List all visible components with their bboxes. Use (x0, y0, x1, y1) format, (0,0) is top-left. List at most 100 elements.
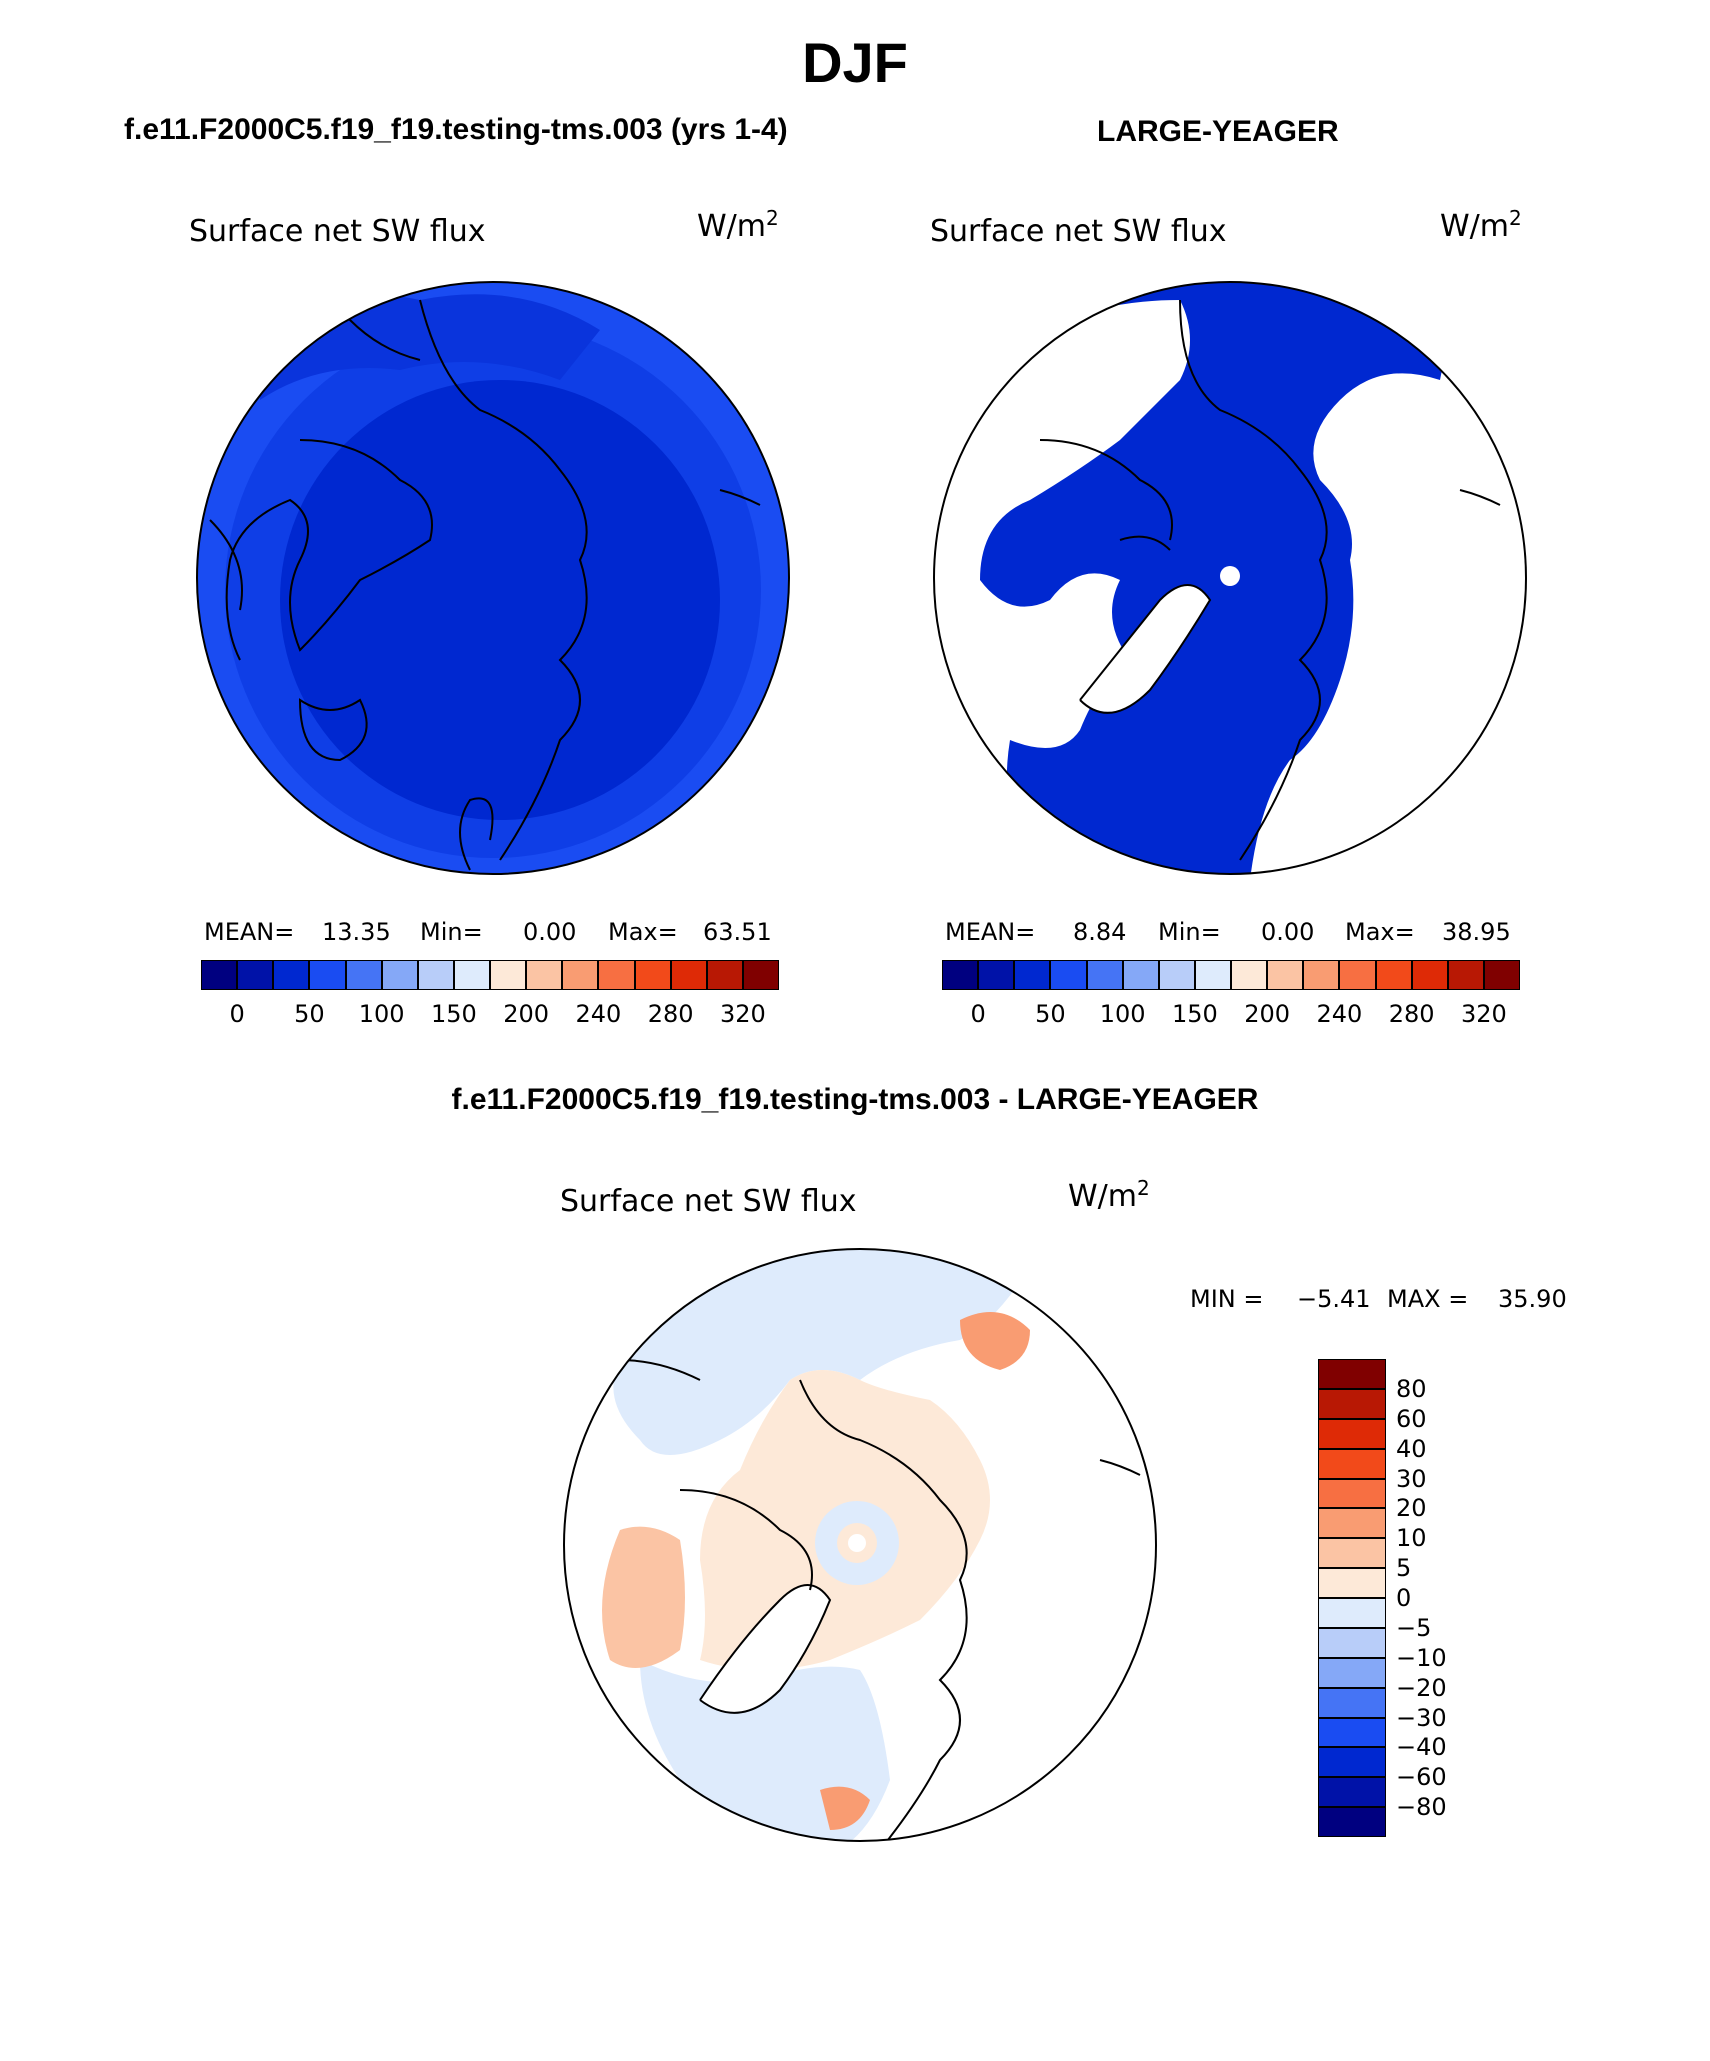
panel-1-variable-label: Surface net SW flux (189, 214, 486, 249)
colorbar-tick-label: 240 (1316, 1000, 1363, 1028)
panel-3-units: W/m2 (1068, 1176, 1150, 1214)
panel-1-min-label: Min= (420, 918, 483, 946)
colorbar-swatch (1267, 960, 1304, 990)
panel-1-units: W/m2 (697, 206, 779, 244)
colorbar-swatch (1231, 960, 1268, 990)
panel-2-colorbar (942, 960, 1520, 990)
colorbar-swatch (1318, 1448, 1386, 1479)
panel-1-mean-label: MEAN= (204, 918, 295, 946)
colorbar-swatch (1318, 1568, 1386, 1598)
colorbar-tick-label: 200 (1244, 1000, 1291, 1028)
colorbar-tick-label: 50 (294, 1000, 325, 1028)
colorbar-swatch (453, 960, 490, 990)
colorbar-swatch (201, 960, 238, 990)
colorbar-tick-label: 280 (1388, 1000, 1435, 1028)
colorbar-tick-label: −80 (1396, 1793, 1447, 1822)
colorbar-tick-label: 40 (1396, 1434, 1427, 1463)
colorbar-tick-label: −20 (1396, 1673, 1447, 1702)
colorbar-swatch (1318, 1657, 1386, 1688)
colorbar-tick-label: 100 (1099, 1000, 1146, 1028)
colorbar-tick-label: 150 (1171, 1000, 1218, 1028)
colorbar-swatch (562, 960, 599, 990)
colorbar-swatch (1318, 1359, 1386, 1389)
panel-2-colorbar-ticks: 0 50 100 150 200 240 280 320 (942, 1000, 1520, 1030)
colorbar-tick-label: 200 (503, 1000, 550, 1028)
colorbar-swatch (1318, 1598, 1386, 1628)
panel-3-max-label: MAX = (1387, 1285, 1469, 1313)
colorbar-swatch (490, 960, 527, 990)
colorbar-swatch (942, 960, 979, 990)
colorbar-tick-label: 280 (647, 1000, 694, 1028)
panel-2-variable-label: Surface net SW flux (930, 214, 1227, 249)
colorbar-swatch (1194, 960, 1231, 990)
colorbar-swatch (1318, 1627, 1386, 1658)
colorbar-swatch (1050, 960, 1087, 990)
colorbar-swatch (670, 960, 707, 990)
colorbar-swatch (598, 960, 635, 990)
panel-1-max-value: 63.51 (703, 918, 772, 946)
colorbar-swatch (1158, 960, 1195, 990)
colorbar-tick-label: 240 (575, 1000, 622, 1028)
colorbar-tick-label: 80 (1396, 1374, 1427, 1403)
panel-1-colorbar (201, 960, 779, 990)
panel-3-max-value: 35.90 (1498, 1285, 1567, 1313)
colorbar-swatch (1122, 960, 1159, 990)
colorbar-swatch (634, 960, 671, 990)
difference-title: f.e11.F2000C5.f19_f19.testing-tms.003 - … (451, 1083, 1259, 1116)
colorbar-tick-label: −30 (1396, 1703, 1447, 1732)
colorbar-swatch (1318, 1807, 1386, 1837)
colorbar-tick-label: 0 (970, 1000, 986, 1028)
panel-1-colorbar-ticks: 0 50 100 150 200 240 280 320 (201, 1000, 779, 1030)
colorbar-swatch (978, 960, 1015, 990)
colorbar-swatch (1318, 1388, 1386, 1419)
colorbar-swatch (1318, 1478, 1386, 1509)
colorbar-swatch (417, 960, 454, 990)
panel-2-min-label: Min= (1158, 918, 1221, 946)
figure-season-title: DJF (802, 31, 908, 94)
panel-2-units: W/m2 (1440, 206, 1522, 244)
panel-2-max-value: 38.95 (1442, 918, 1511, 946)
colorbar-swatch (1339, 960, 1376, 990)
panel-1-max-label: Max= (608, 918, 678, 946)
colorbar-swatch (1086, 960, 1123, 990)
colorbar-tick-label: 10 (1396, 1524, 1427, 1553)
colorbar-tick-label: 100 (358, 1000, 405, 1028)
colorbar-swatch (1303, 960, 1340, 990)
colorbar-swatch (1318, 1418, 1386, 1449)
colorbar-tick-label: 320 (719, 1000, 766, 1028)
colorbar-tick-label: 150 (430, 1000, 477, 1028)
panel-3-min-label: MIN = (1190, 1285, 1264, 1313)
colorbar-swatch (1318, 1717, 1386, 1748)
colorbar-tick-label: −10 (1396, 1643, 1447, 1672)
panel-2-mean-value: 8.84 (1073, 918, 1127, 946)
colorbar-swatch (1318, 1687, 1386, 1718)
difference-colorbar-ticks: 80 60 40 30 20 10 5 0 −5 −10 −20 −30 −40 −60 −80 (1396, 1359, 1476, 1837)
colorbar-swatch (1318, 1538, 1386, 1569)
colorbar-swatch (1447, 960, 1484, 990)
panel-1-case-title: f.e11.F2000C5.f19_f19.testing-tms.003 (y… (124, 113, 788, 146)
panel-3-variable-label: Surface net SW flux (560, 1184, 857, 1219)
colorbar-swatch (237, 960, 274, 990)
colorbar-swatch (381, 960, 418, 990)
colorbar-tick-label: 5 (1396, 1554, 1412, 1583)
colorbar-tick-label: −40 (1396, 1733, 1447, 1762)
panel-1-min-value: 0.00 (523, 918, 577, 946)
colorbar-swatch (1411, 960, 1448, 990)
colorbar-tick-label: −5 (1396, 1613, 1432, 1642)
colorbar-swatch (526, 960, 563, 990)
colorbar-swatch (1318, 1777, 1386, 1808)
colorbar-swatch (273, 960, 310, 990)
colorbar-swatch (1318, 1747, 1386, 1778)
colorbar-tick-label: 30 (1396, 1464, 1427, 1493)
panel-2-case-title: LARGE-YEAGER (1097, 115, 1339, 148)
colorbar-swatch (1318, 1508, 1386, 1539)
colorbar-tick-label: 0 (229, 1000, 245, 1028)
colorbar-swatch (309, 960, 346, 990)
panel-2-max-label: Max= (1345, 918, 1415, 946)
colorbar-tick-label: 20 (1396, 1494, 1427, 1523)
colorbar-swatch (345, 960, 382, 990)
panel-1-mean-value: 13.35 (322, 918, 391, 946)
